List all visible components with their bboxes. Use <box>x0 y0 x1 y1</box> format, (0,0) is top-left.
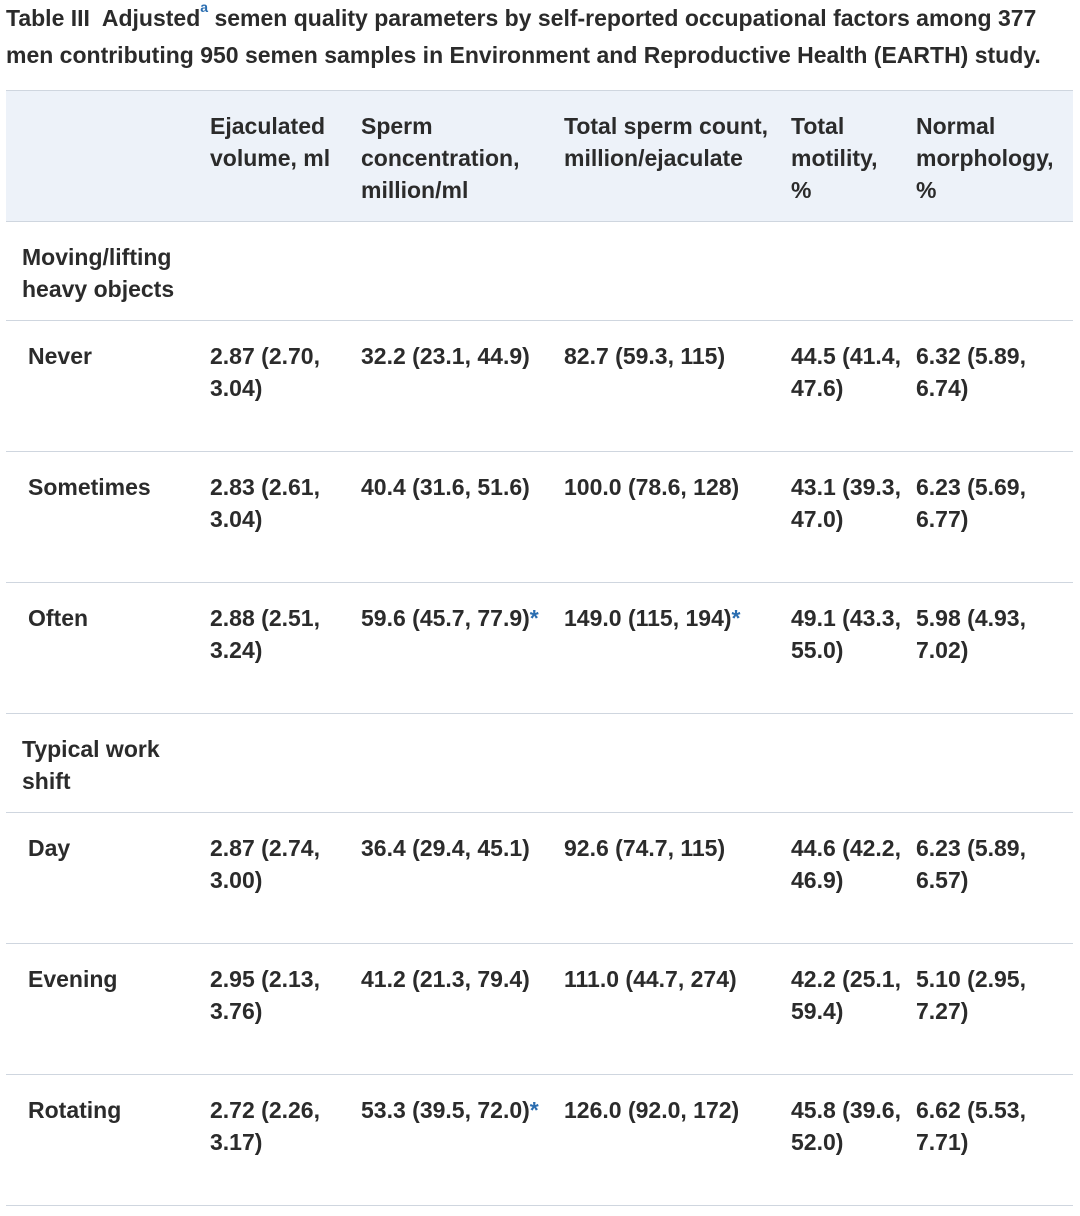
table-cell: 6.32 (5.89, 6.74) <box>916 340 1071 404</box>
cell-value: 2.83 (2.61, 3.04) <box>210 474 320 532</box>
table-cell: 53.3 (39.5, 72.0)* <box>361 1094 551 1126</box>
table-cell: 49.1 (43.3, 55.0) <box>791 602 901 666</box>
table-row: Sometimes 2.83 (2.61, 3.04) 40.4 (31.6, 51… <box>6 452 1073 583</box>
header-ejaculated-volume: Ejaculated volume, ml <box>210 113 331 171</box>
table-body: Moving/lifting heavy objects Never 2.87 (2… <box>6 222 1073 1206</box>
table-cell: 92.6 (74.7, 115) <box>564 832 774 864</box>
table-cell: 100.0 (78.6, 128) <box>564 471 774 503</box>
data-table: Ejaculated volume, ml Sperm concentratio… <box>6 90 1073 1206</box>
cell-value: 2.72 (2.26, 3.17) <box>210 1097 320 1155</box>
cell-value: 44.6 (42.2, 46.9) <box>791 835 901 893</box>
table-caption: Table III Adjusteda semen quality parame… <box>6 0 1074 74</box>
table-row: Never 2.87 (2.70, 3.04) 32.2 (23.1, 44.9) 8… <box>6 321 1073 452</box>
table-cell: 2.95 (2.13, 3.76) <box>210 963 350 1027</box>
cell-value: 2.87 (2.70, 3.04) <box>210 343 320 401</box>
table-cell: 45.8 (39.6, 52.0) <box>791 1094 901 1158</box>
table-cell: 59.6 (45.7, 77.9)* <box>361 602 551 634</box>
caption-text-after: semen quality parameters by self-reporte… <box>6 5 1041 68</box>
significance-marker[interactable]: * <box>529 1097 539 1123</box>
header-normal-morphology: Normal morphology, % <box>916 113 1054 203</box>
cell-value: 6.62 (5.53, 7.71) <box>916 1097 1026 1155</box>
cell-value: 2.87 (2.74, 3.00) <box>210 835 320 893</box>
table-cell: 42.2 (25.1, 59.4) <box>791 963 901 1027</box>
cell-value: 126.0 (92.0, 172) <box>564 1097 740 1123</box>
cell-value: 42.2 (25.1, 59.4) <box>791 966 901 1024</box>
table-cell: 44.6 (42.2, 46.9) <box>791 832 901 896</box>
significance-marker[interactable]: * <box>731 605 741 631</box>
table-cell: 40.4 (31.6, 51.6) <box>361 471 551 503</box>
header-sperm-concentration: Sperm concentration, million/ml <box>361 113 520 203</box>
cell-value: 53.3 (39.5, 72.0) <box>361 1097 530 1123</box>
significance-marker[interactable]: * <box>529 605 539 631</box>
cell-value: 2.95 (2.13, 3.76) <box>210 966 320 1024</box>
cell-value: 5.10 (2.95, 7.27) <box>916 966 1026 1024</box>
cell-value: 92.6 (74.7, 115) <box>564 835 726 861</box>
cell-value: 6.32 (5.89, 6.74) <box>916 343 1026 401</box>
cell-value: 6.23 (5.89, 6.57) <box>916 835 1026 893</box>
cell-value: 149.0 (115, 194) <box>564 605 732 631</box>
table-cell: 5.98 (4.93, 7.02) <box>916 602 1071 666</box>
row-label: Never <box>28 343 92 369</box>
cell-value: 36.4 (29.4, 45.1) <box>361 835 530 861</box>
cell-value: 6.23 (5.69, 6.77) <box>916 474 1026 532</box>
table-cell: 2.88 (2.51, 3.24) <box>210 602 350 666</box>
caption-text-before: Adjusted <box>101 5 201 31</box>
section-title: Moving/lifting heavy objects <box>22 244 175 302</box>
cell-value: 44.5 (41.4, 47.6) <box>791 343 901 401</box>
cell-value: 32.2 (23.1, 44.9) <box>361 343 530 369</box>
cell-value: 45.8 (39.6, 52.0) <box>791 1097 901 1155</box>
header-total-sperm-count: Total sperm count, million/ejaculate <box>564 113 769 171</box>
table-cell: 6.23 (5.69, 6.77) <box>916 471 1071 535</box>
table-label: Table III <box>6 5 90 31</box>
table-cell: 2.83 (2.61, 3.04) <box>210 471 350 535</box>
table-header: Ejaculated volume, ml Sperm concentratio… <box>6 91 1073 222</box>
row-label: Day <box>28 835 71 861</box>
row-label: Rotating <box>28 1097 122 1123</box>
table-row: Day 2.87 (2.74, 3.00) 36.4 (29.4, 45.1) 92.… <box>6 813 1073 944</box>
row-label: Sometimes <box>28 474 151 500</box>
table-cell: 43.1 (39.3, 47.0) <box>791 471 901 535</box>
table-cell: 2.87 (2.70, 3.04) <box>210 340 350 404</box>
table-cell: 111.0 (44.7, 274) <box>564 963 774 995</box>
section-title: Typical work shift <box>22 736 160 794</box>
header-total-motility: Total motility, % <box>791 113 878 203</box>
table-cell: 32.2 (23.1, 44.9) <box>361 340 551 372</box>
cell-value: 40.4 (31.6, 51.6) <box>361 474 530 500</box>
cell-value: 43.1 (39.3, 47.0) <box>791 474 901 532</box>
table-cell: 6.23 (5.89, 6.57) <box>916 832 1071 896</box>
table-row: Evening 2.95 (2.13, 3.76) 41.2 (21.3, 79.4… <box>6 944 1073 1075</box>
table-row: Often 2.88 (2.51, 3.24) 59.6 (45.7, 77.9)*… <box>6 583 1073 714</box>
table-cell: 6.62 (5.53, 7.71) <box>916 1094 1071 1158</box>
table-cell: 2.87 (2.74, 3.00) <box>210 832 350 896</box>
table-cell: 126.0 (92.0, 172) <box>564 1094 774 1126</box>
section-row: Typical work shift <box>6 714 1073 813</box>
table-cell: 82.7 (59.3, 115) <box>564 340 774 372</box>
table-cell: 149.0 (115, 194)* <box>564 602 774 634</box>
row-label: Evening <box>28 966 118 992</box>
row-label: Often <box>28 605 89 631</box>
section-row: Moving/lifting heavy objects <box>6 222 1073 321</box>
cell-value: 100.0 (78.6, 128) <box>564 474 740 500</box>
cell-value: 111.0 (44.7, 274) <box>564 966 737 992</box>
cell-value: 5.98 (4.93, 7.02) <box>916 605 1026 663</box>
footnote-marker[interactable]: a <box>200 0 209 15</box>
table-cell: 5.10 (2.95, 7.27) <box>916 963 1071 1027</box>
table-cell: 41.2 (21.3, 79.4) <box>361 963 551 995</box>
cell-value: 82.7 (59.3, 115) <box>564 343 726 369</box>
cell-value: 49.1 (43.3, 55.0) <box>791 605 901 663</box>
table-cell: 36.4 (29.4, 45.1) <box>361 832 551 864</box>
table-row: Rotating 2.72 (2.26, 3.17) 53.3 (39.5, 72.… <box>6 1075 1073 1206</box>
table-cell: 2.72 (2.26, 3.17) <box>210 1094 350 1158</box>
cell-value: 2.88 (2.51, 3.24) <box>210 605 320 663</box>
table-cell: 44.5 (41.4, 47.6) <box>791 340 901 404</box>
cell-value: 41.2 (21.3, 79.4) <box>361 966 530 992</box>
cell-value: 59.6 (45.7, 77.9) <box>361 605 530 631</box>
